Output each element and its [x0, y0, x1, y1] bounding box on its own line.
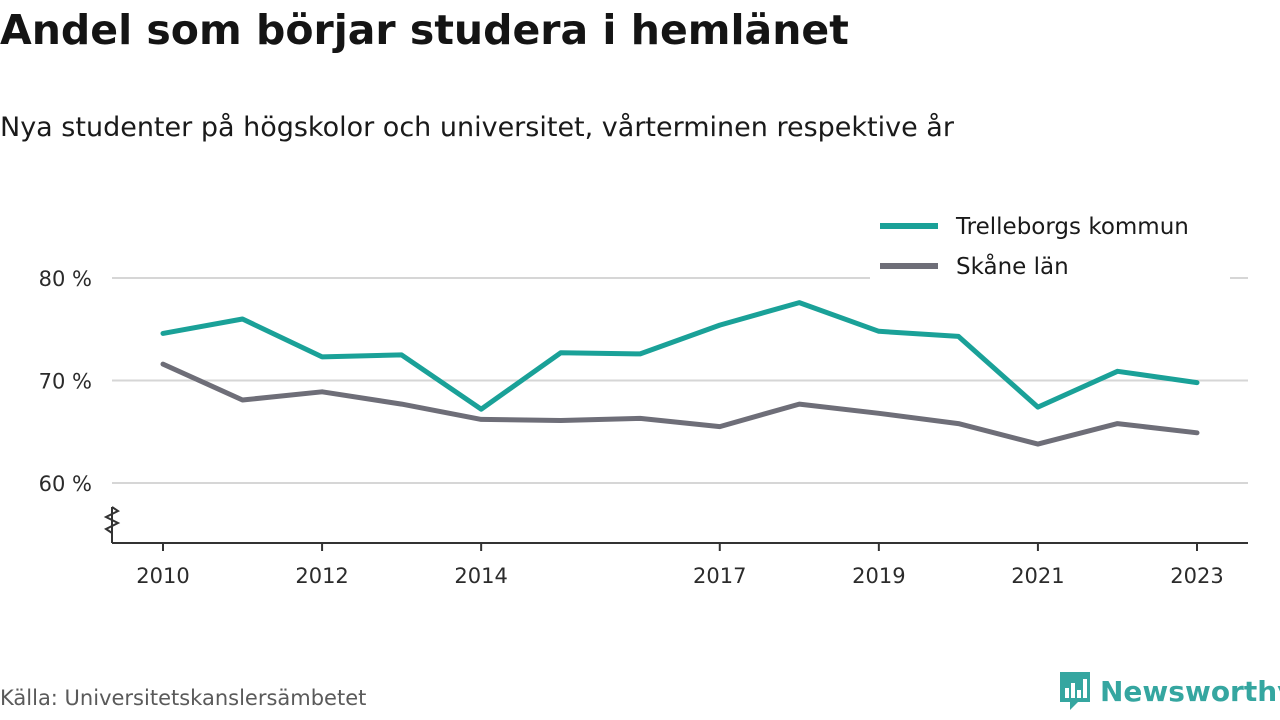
legend: Trelleborgs kommun Skåne län: [870, 205, 1230, 281]
brand-name: Newsworthy: [1100, 674, 1280, 708]
x-tick-label: 2019: [852, 564, 905, 588]
x-tick-label: 2017: [693, 564, 746, 588]
chart-title: Andel som börjar studera i hemlänet: [0, 6, 849, 54]
x-tick-label: 2012: [295, 564, 348, 588]
source-note: Källa: Universitetskanslersämbetet: [0, 686, 367, 710]
gridlines: [112, 277, 1248, 484]
x-tick-label: 2021: [1011, 564, 1064, 588]
x-tick-label: 2010: [136, 564, 189, 588]
x-tick-label: 2014: [454, 564, 507, 588]
series-lines: [160, 300, 1200, 447]
chart-subtitle: Nya studenter på högskolor och universit…: [0, 112, 954, 143]
y-tick-label: 60 %: [39, 472, 92, 496]
bar-chart-logo-icon: [1060, 672, 1090, 710]
y-tick-label: 80 %: [39, 267, 92, 291]
newsworthy-logo: Newsworthy: [1058, 670, 1280, 712]
legend-label: Trelleborgs kommun: [955, 214, 1189, 240]
legend-label: Skåne län: [956, 252, 1069, 280]
axis-break-mark: [103, 506, 121, 534]
y-tick-label: 70 %: [39, 370, 92, 394]
axes: 60 % 70 % 80 % 2010 2012 2014 2017 2019 2021 2023: [39, 267, 1248, 588]
x-tick-label: 2023: [1170, 564, 1223, 588]
series-line-0: [160, 300, 1200, 412]
series-line-1: [160, 361, 1200, 447]
